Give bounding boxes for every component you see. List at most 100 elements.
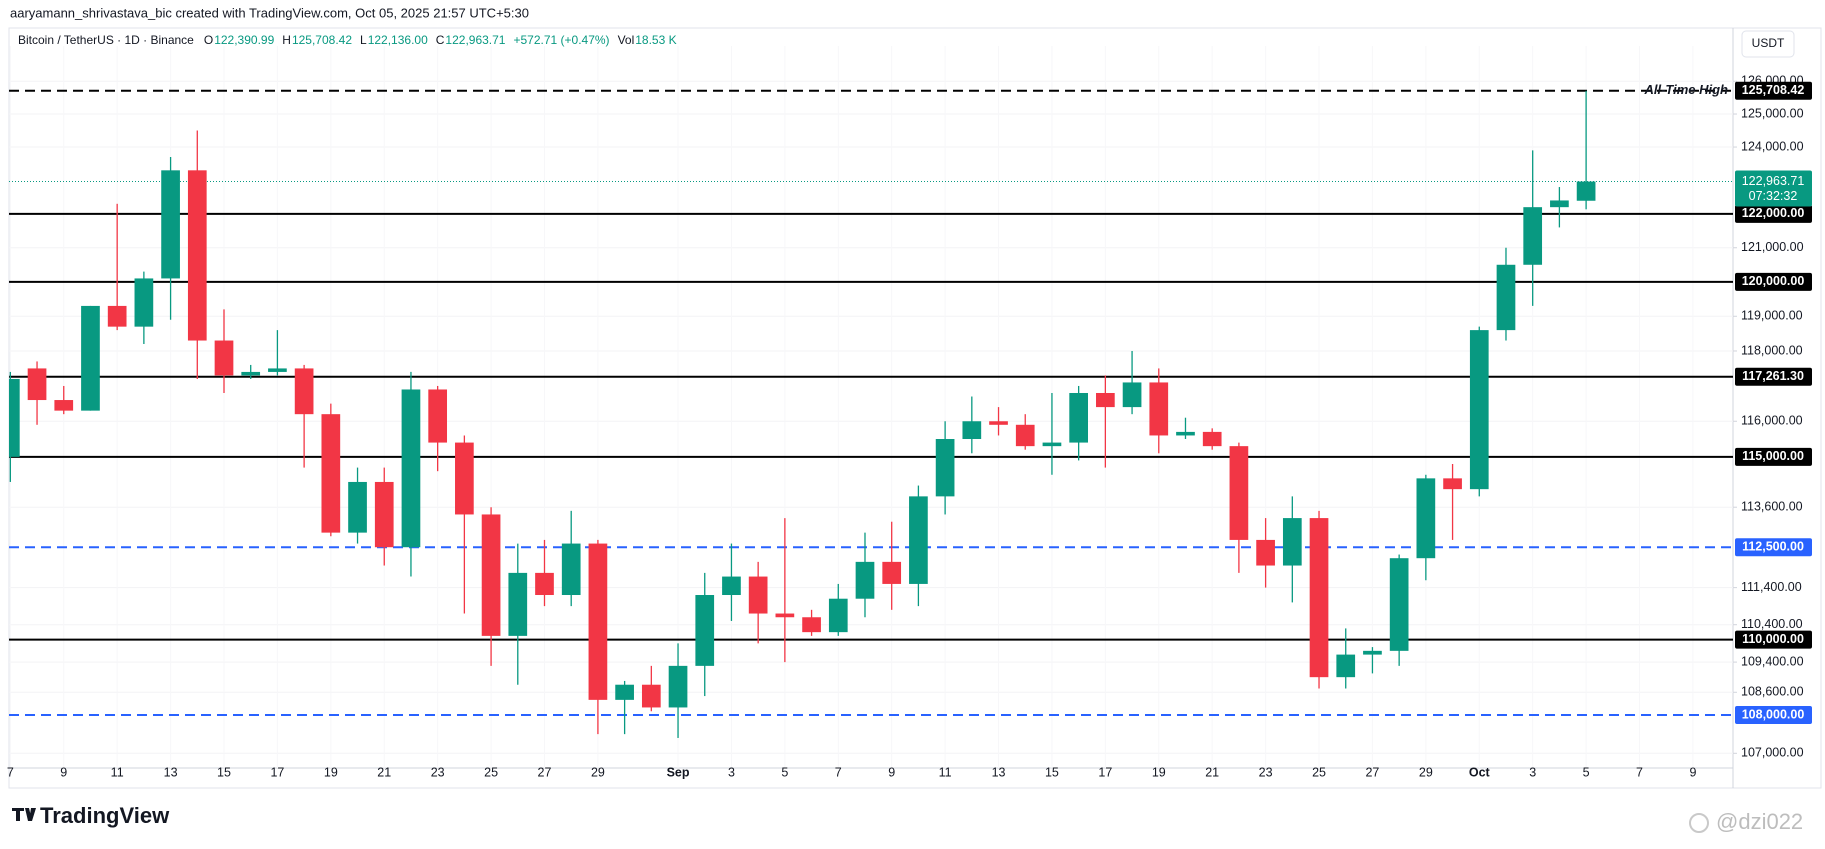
- candle-body: [268, 368, 287, 372]
- legend-value: 122,390.99: [214, 33, 274, 47]
- legend-key: L: [360, 33, 367, 47]
- logo-text: TradingView: [40, 803, 170, 828]
- y-tick-label: 110,400.00: [1741, 617, 1803, 631]
- x-tick-label: 7: [835, 765, 842, 779]
- level-label-box: [1735, 81, 1812, 100]
- candle-body: [775, 613, 795, 618]
- legend-key: H: [282, 33, 291, 47]
- x-tick-label: 9: [1689, 765, 1696, 779]
- plot-area: [9, 46, 1733, 768]
- level-label: 120,000.00: [1742, 274, 1805, 288]
- candle-body: [9, 378, 20, 457]
- candle-body: [668, 665, 688, 708]
- candle-body: [107, 305, 127, 327]
- level-label: 110,000.00: [1742, 632, 1804, 646]
- x-tick-label: 17: [270, 765, 284, 779]
- legend-value: 122,963.71: [445, 33, 505, 47]
- x-tick-label: 3: [728, 765, 735, 779]
- candle-body: [855, 561, 875, 599]
- y-tick-label: 124,000.00: [1741, 139, 1804, 153]
- y-tick-label: 119,000.00: [1741, 309, 1803, 323]
- x-tick-label: 13: [164, 765, 178, 779]
- candle-body: [1229, 446, 1249, 540]
- x-tick-label: 9: [60, 765, 67, 779]
- candle-body: [1256, 539, 1275, 566]
- candle-body: [1550, 200, 1569, 208]
- countdown: 07:32:32: [1749, 189, 1798, 203]
- currency: USDT: [1752, 36, 1785, 50]
- currency-box[interactable]: [1741, 30, 1795, 58]
- x-tick-label: 23: [1259, 765, 1273, 779]
- candle-body: [588, 543, 608, 700]
- y-tick-label: 111,400.00: [1741, 580, 1802, 594]
- candle-body: [1202, 431, 1222, 447]
- watermark-icon: [1689, 813, 1709, 833]
- y-tick-label: 118,000.00: [1741, 343, 1803, 357]
- x-tick-label: 25: [1312, 765, 1326, 779]
- candle-body: [321, 414, 341, 533]
- x-tick-label: 5: [1583, 765, 1590, 779]
- candle-body: [214, 340, 234, 376]
- legend-value: 18.53 K: [635, 33, 676, 47]
- candle-body: [1576, 181, 1596, 201]
- candle-body: [935, 439, 955, 497]
- candle-body: [161, 170, 180, 279]
- y-tick-label: 108,600.00: [1741, 685, 1804, 699]
- candle-body: [81, 305, 100, 411]
- candle-body: [561, 543, 581, 596]
- candle-body: [1042, 442, 1062, 447]
- candle-body: [27, 368, 47, 401]
- legend-value: +572.71 (+0.47%): [513, 33, 609, 47]
- x-tick-label: 7: [1636, 765, 1643, 779]
- symbol-title: Bitcoin / TetherUS · 1D · Binance: [18, 33, 194, 47]
- level-label: 117,261.30: [1742, 369, 1804, 383]
- logo-mark: [12, 808, 36, 821]
- candle-body: [989, 421, 1008, 425]
- y-tick-label: 113,600.00: [1741, 500, 1803, 514]
- legend-value: 122,136.00: [368, 33, 428, 47]
- x-tick-label: 17: [1098, 765, 1112, 779]
- candle-body: [1096, 392, 1115, 408]
- candle-body: [962, 421, 982, 440]
- level-label: 108,000.00: [1742, 707, 1805, 721]
- legend-key: C: [436, 33, 445, 47]
- x-tick-label: 23: [431, 765, 445, 779]
- candle-body: [828, 598, 848, 633]
- y-tick-label: 121,000.00: [1741, 240, 1804, 254]
- candle-body: [455, 442, 474, 515]
- legend-key: O: [204, 33, 213, 47]
- y-tick-label: 116,000.00: [1741, 414, 1803, 428]
- x-tick-label: 27: [1365, 765, 1379, 779]
- level-label-box: [1735, 272, 1812, 291]
- candle-body: [1149, 382, 1169, 436]
- x-tick-label: 15: [1045, 765, 1059, 779]
- candle-body: [348, 481, 367, 533]
- x-tick-label: 5: [781, 765, 788, 779]
- candle-body: [374, 481, 394, 548]
- candle-body: [134, 278, 154, 327]
- level-label: 115,000.00: [1742, 449, 1804, 463]
- candle-body: [1176, 431, 1195, 436]
- x-tick-label: 27: [538, 765, 552, 779]
- x-tick-label: 9: [888, 765, 895, 779]
- x-tick-label: 11: [111, 765, 124, 779]
- y-tick-label: 109,400.00: [1741, 654, 1804, 668]
- candle-body: [1282, 518, 1302, 566]
- level-label-box: [1735, 447, 1812, 466]
- x-tick-label: 29: [591, 765, 605, 779]
- level-label: 112,500.00: [1742, 540, 1804, 554]
- candle-body: [428, 389, 448, 443]
- x-tick-label: 13: [992, 765, 1006, 779]
- candle-body: [1122, 382, 1142, 408]
- candle-body: [481, 514, 501, 636]
- last-price-box: [1735, 170, 1812, 207]
- candle-body: [1363, 650, 1382, 655]
- candle-body: [1443, 478, 1462, 490]
- candle-body: [1523, 207, 1543, 265]
- candle-body: [882, 561, 902, 584]
- candle-body: [909, 496, 928, 584]
- logo: TradingView: [12, 803, 170, 828]
- x-tick-label: 11: [939, 765, 952, 779]
- candle-body: [641, 684, 661, 708]
